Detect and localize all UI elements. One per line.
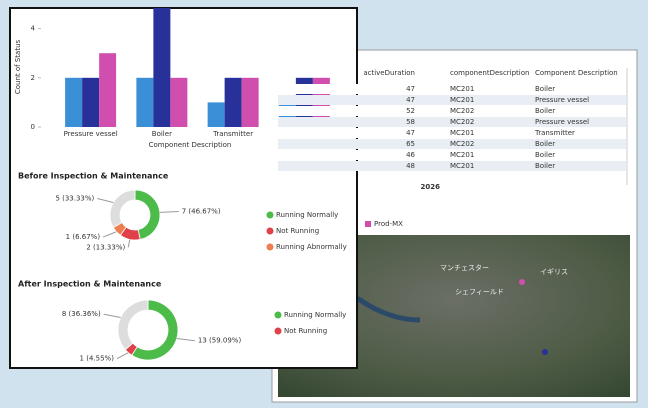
legend-label: Not Running	[284, 327, 327, 335]
table-cell: MC201	[450, 85, 474, 93]
map-pin[interactable]	[542, 349, 548, 355]
y-tick-label: 2	[31, 74, 35, 82]
table-cell: MC201	[450, 162, 474, 170]
y-tick-label: 4	[31, 25, 36, 33]
legend-label: Running Abnormally	[276, 243, 347, 251]
x-axis-label: Component Description	[149, 141, 232, 149]
legend-label: Running Normally	[284, 311, 346, 319]
column-header: activeDuration	[363, 69, 415, 77]
table-cell: 48	[406, 162, 415, 170]
data-label: 1 (6.67%)	[66, 233, 101, 241]
table-cell: 47	[406, 96, 415, 104]
table-cell: Boiler	[535, 140, 555, 148]
legend-label: Running Normally	[276, 211, 338, 219]
data-label: 8 (36.36%)	[62, 310, 101, 318]
bar	[242, 78, 259, 127]
column-header: componentDescription	[450, 69, 529, 77]
column-header: Component Description	[535, 69, 618, 77]
table-cell: 47	[406, 129, 415, 137]
table-cell: MC202	[450, 107, 474, 115]
table-cell: MC201	[450, 151, 474, 159]
map-pin[interactable]	[519, 279, 525, 285]
legend-label: Not Running	[276, 227, 319, 235]
map-legend: Prod-MX	[374, 220, 403, 228]
data-label: 13 (59.09%)	[198, 337, 242, 345]
donut-title: After Inspection & Maintenance	[18, 280, 162, 289]
donut-title: Before Inspection & Maintenance	[18, 172, 169, 181]
legend-swatch	[267, 244, 274, 251]
table-total: 2026	[421, 183, 441, 191]
table-cell: Transmitter	[534, 129, 575, 137]
data-label: 2 (13.33%)	[86, 243, 125, 251]
bar	[208, 102, 225, 127]
table-cell: 46	[406, 151, 415, 159]
x-tick-label: Pressure vessel	[64, 130, 118, 138]
dashboard: Prod-MX マンチェスター イギリス シェフィールド Count of St…	[0, 0, 648, 408]
data-label: 5 (33.33%)	[55, 195, 94, 203]
table-cell: MC202	[450, 118, 474, 126]
bar	[99, 53, 116, 127]
y-axis-label: Count of Status	[14, 40, 22, 95]
bar	[82, 78, 99, 127]
legend-swatch	[275, 328, 282, 335]
bar	[170, 78, 187, 127]
table-cell: 58	[406, 118, 415, 126]
legend-swatch	[275, 312, 282, 319]
table-cell: Boiler	[535, 162, 555, 170]
table-cell: Boiler	[535, 107, 555, 115]
map-label: イギリス	[540, 268, 568, 276]
table-cell: MC201	[450, 129, 474, 137]
table-cell: 47	[406, 85, 415, 93]
y-tick-label: 0	[31, 123, 35, 131]
table-cell: Pressure vessel	[535, 96, 589, 104]
table-cell: 65	[406, 140, 415, 148]
legend-swatch	[267, 212, 274, 219]
x-tick-label: Transmitter	[212, 130, 253, 138]
data-label: 1 (4.55%)	[80, 355, 115, 363]
map-label: マンチェスター	[440, 263, 489, 272]
table-cell: 52	[406, 107, 415, 115]
map-legend-swatch	[365, 221, 371, 227]
bar	[65, 78, 82, 127]
table-cell: MC202	[450, 140, 474, 148]
table-cell: Boiler	[535, 151, 555, 159]
bar	[153, 8, 170, 127]
table-cell: MC201	[450, 96, 474, 104]
data-label: 7 (46.67%)	[182, 208, 221, 216]
bar	[225, 78, 242, 127]
legend-swatch	[267, 228, 274, 235]
table-cell: Boiler	[535, 85, 555, 93]
x-tick-label: Boiler	[152, 130, 172, 138]
map-label: シェフィールド	[455, 288, 504, 296]
table-cell: Pressure vessel	[535, 118, 589, 126]
bar	[136, 78, 153, 127]
